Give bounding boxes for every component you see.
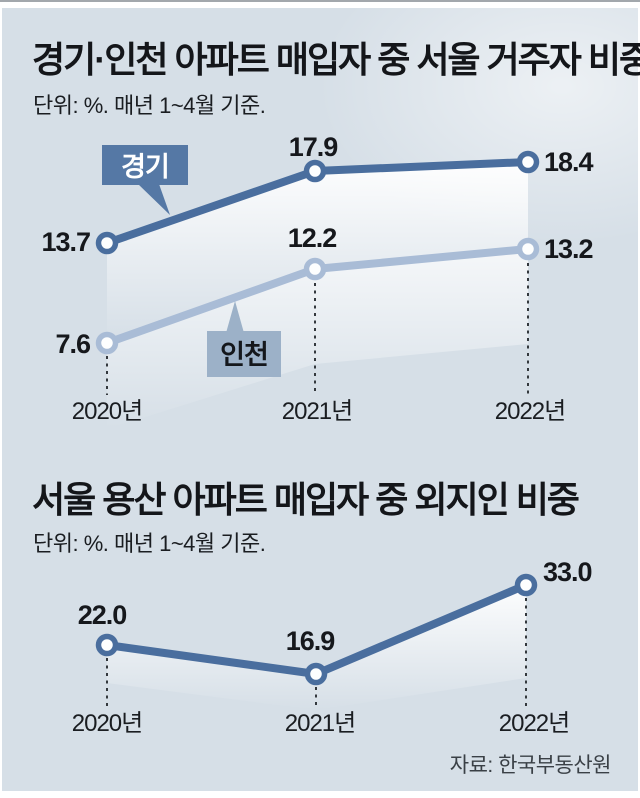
gyeonggi-value-2021: 17.9 [289,132,339,162]
bottom-x-label-2020: 2020년 [72,710,142,737]
incheon-value-2020: 7.6 [55,329,91,359]
incheon-series-tag: 인천 [207,301,281,377]
yongsan-value-2022: 33.0 [543,557,592,587]
yongsan-value-2020: 22.0 [78,600,127,630]
top-line-chart: 경기 인천 13.7 17.9 18.4 7.6 12.2 13.2 2020년… [41,132,595,429]
gyeonggi-value-2020: 13.7 [41,227,90,257]
top-chart-title: 경기·인천 아파트 매입자 중 서울 거주자 비중 [32,39,640,80]
infographic-card: 경기·인천 아파트 매입자 중 서울 거주자 비중 단위: %. 매년 1~4월… [2,8,640,791]
yongsan-value-2021: 16.9 [286,626,336,656]
bottom-chart-title: 서울 용산 아파트 매입자 중 외지인 비중 [32,479,580,520]
gyeonggi-marker-2022 [516,150,540,174]
gyeonggi-marker-2020 [95,231,119,255]
gyeonggi-value-2022: 18.4 [544,147,594,177]
yongsan-marker-2022 [514,573,538,597]
bottom-chart-unit-note: 단위: %. 매년 1~4월 기준. [33,531,266,556]
incheon-marker-2022 [516,237,540,261]
incheon-value-2022: 13.2 [544,234,593,264]
gyeonggi-series-tag-label: 경기 [121,152,169,182]
incheon-value-2021: 12.2 [288,223,337,253]
yongsan-marker-2021 [304,662,328,686]
gyeonggi-series-tag: 경기 [102,145,188,215]
bottom-x-label-2021: 2021년 [285,710,355,737]
page-top-divider [0,0,640,2]
top-chart-dotted-guides [106,263,529,395]
incheon-series-tag-label: 인천 [220,340,268,370]
incheon-marker-2020 [95,331,119,355]
yongsan-line-glow [107,585,526,710]
gyeonggi-marker-2021 [303,159,327,183]
top-x-label-2021: 2021년 [282,398,352,425]
bottom-x-label-2022: 2022년 [499,710,569,737]
bottom-chart-dotted-guides [106,598,527,707]
top-x-label-2020: 2020년 [72,398,142,425]
incheon-line-glow [107,249,528,429]
yongsan-marker-2020 [95,633,119,657]
incheon-marker-2021 [303,257,327,281]
top-chart-unit-note: 단위: %. 매년 1~4월 기준. [33,93,266,118]
top-x-label-2022: 2022년 [495,398,565,425]
bottom-line-chart: 22.0 16.9 33.0 2020년 2021년 2022년 [72,557,593,737]
data-source-credit: 자료: 한국부동산원 [449,754,612,777]
